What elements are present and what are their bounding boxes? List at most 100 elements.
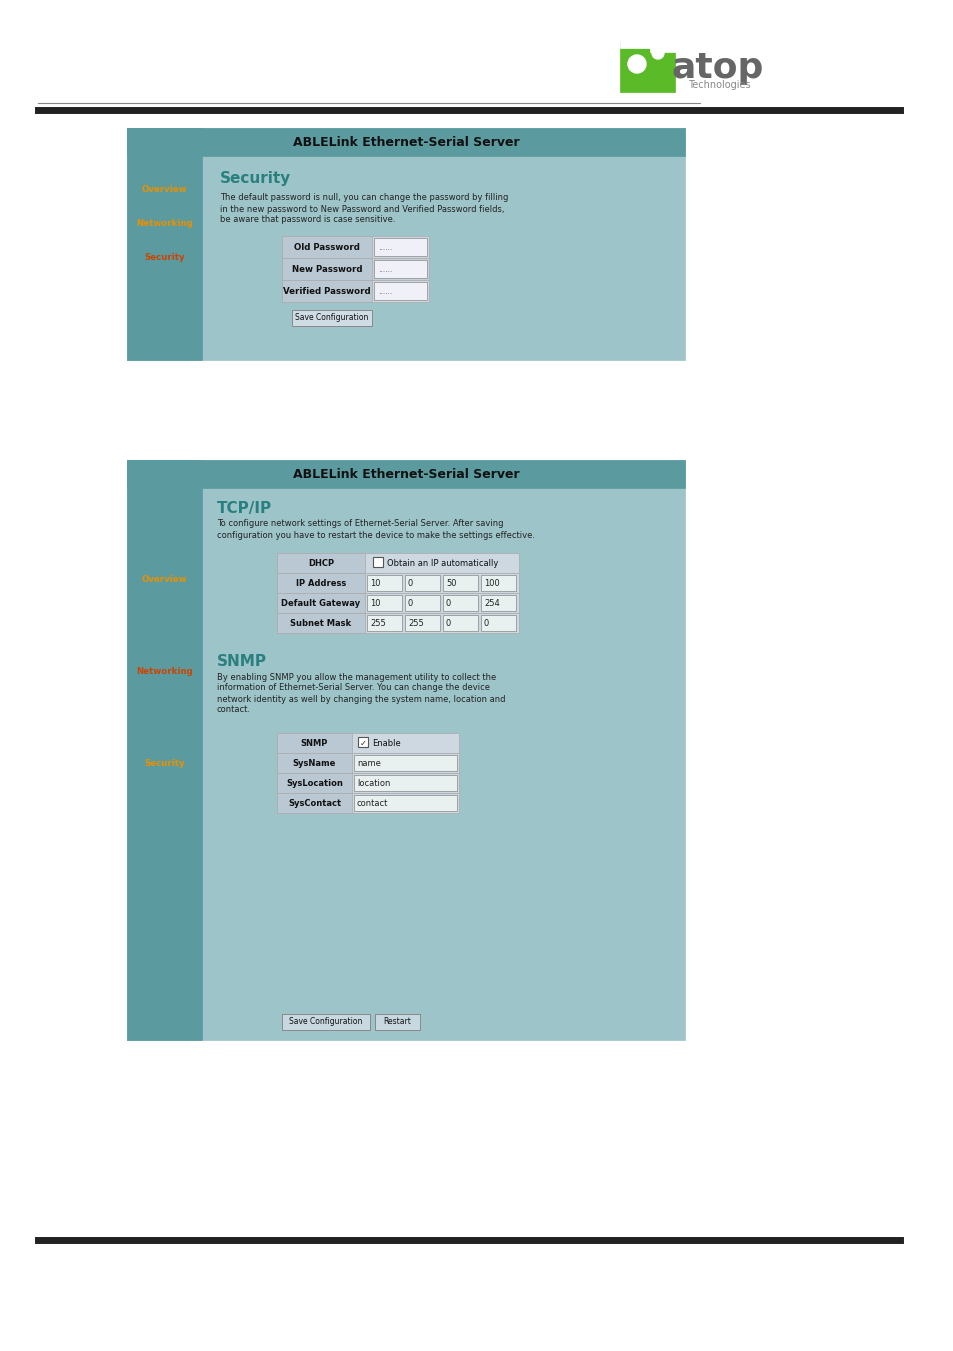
Text: Save Configuration: Save Configuration [289, 1017, 362, 1027]
Text: COM1: COM1 [151, 288, 178, 296]
Bar [367, 615, 401, 631]
Bar [354, 775, 456, 790]
Text: configuration you have to restart the device to make the settings effective.: configuration you have to restart the de… [216, 531, 535, 539]
Bar [276, 573, 518, 593]
Bar [282, 258, 429, 280]
Text: Default Gateway: Default Gateway [281, 598, 360, 608]
Bar [282, 280, 372, 303]
Text: SNMP: SNMP [300, 739, 328, 747]
Text: 255: 255 [408, 619, 423, 627]
Bar [276, 593, 365, 613]
Bar [127, 459, 684, 1040]
Bar [354, 755, 456, 771]
Text: TCP/IP: TCP/IP [216, 500, 272, 516]
Text: atop: atop [671, 51, 763, 85]
Bar [282, 236, 372, 258]
Text: Technologies: Technologies [687, 80, 750, 91]
Text: location: location [356, 778, 390, 788]
Bar [282, 258, 372, 280]
Text: network identity as well by changing the system name, location and: network identity as well by changing the… [216, 694, 505, 704]
Text: 100: 100 [483, 578, 499, 588]
Bar [354, 794, 456, 811]
Text: New Password: New Password [292, 265, 362, 273]
Bar [276, 753, 352, 773]
Text: 255: 255 [370, 619, 385, 627]
Text: 254: 254 [483, 598, 499, 608]
Text: The default password is null, you can change the password by filling: The default password is null, you can ch… [220, 193, 508, 203]
Text: ABLELink Ethernet-Serial Server: ABLELink Ethernet-Serial Server [293, 135, 518, 149]
Bar [276, 753, 458, 773]
Circle shape [627, 55, 645, 73]
Text: Old Password: Old Password [294, 242, 359, 251]
Text: information of Ethernet-Serial Server. You can change the device: information of Ethernet-Serial Server. Y… [216, 684, 490, 693]
Text: SysContact: SysContact [288, 798, 341, 808]
Text: SNMP: SNMP [216, 654, 267, 669]
Text: IP Address: IP Address [295, 578, 346, 588]
Bar [367, 576, 401, 590]
Bar [276, 734, 352, 753]
Bar [405, 615, 439, 631]
Text: be aware that password is case sensitive.: be aware that password is case sensitive… [220, 216, 395, 224]
Bar [282, 1015, 370, 1029]
Bar [373, 557, 382, 567]
Text: 0: 0 [446, 598, 451, 608]
Text: Security: Security [220, 170, 291, 185]
Text: 0: 0 [408, 598, 413, 608]
Text: Verified Password: Verified Password [283, 286, 371, 296]
Text: ✓: ✓ [359, 739, 367, 747]
Bar [276, 613, 518, 634]
Text: 0: 0 [446, 619, 451, 627]
Text: By enabling SNMP you allow the management utility to collect the: By enabling SNMP you allow the managemen… [216, 673, 496, 681]
Text: ......: ...... [377, 265, 392, 273]
Bar [480, 615, 516, 631]
Bar [649, 42, 676, 51]
Text: 0: 0 [408, 578, 413, 588]
Bar [276, 553, 365, 573]
Bar [276, 613, 365, 634]
Bar [276, 793, 352, 813]
Bar [480, 576, 516, 590]
Text: COM2: COM2 [151, 322, 178, 331]
Circle shape [651, 47, 663, 59]
Text: DHCP: DHCP [308, 558, 334, 567]
Text: Obtain an IP automatically: Obtain an IP automatically [387, 558, 497, 567]
Bar [442, 594, 477, 611]
Text: SysName: SysName [293, 758, 335, 767]
Bar [127, 128, 684, 155]
Bar [276, 793, 458, 813]
Bar [127, 128, 202, 359]
Bar [374, 259, 427, 278]
Bar [442, 576, 477, 590]
Text: 50: 50 [446, 578, 456, 588]
Bar [405, 576, 439, 590]
Bar [405, 594, 439, 611]
Bar [374, 238, 427, 255]
Bar [292, 309, 372, 326]
Bar [480, 594, 516, 611]
Bar [619, 42, 675, 92]
Bar [276, 773, 458, 793]
Bar [374, 282, 427, 300]
Text: Networking: Networking [136, 667, 193, 677]
Text: 10: 10 [370, 598, 380, 608]
Bar [276, 593, 518, 613]
Text: ......: ...... [377, 242, 392, 251]
Text: SysLocation: SysLocation [286, 778, 342, 788]
Bar [276, 734, 458, 753]
Text: Save Configuration: Save Configuration [295, 313, 368, 323]
Text: in the new password to New Password and Verified Password fields,: in the new password to New Password and … [220, 204, 504, 213]
Text: ......: ...... [377, 286, 392, 296]
Text: ABLELink Ethernet-Serial Server: ABLELink Ethernet-Serial Server [293, 467, 518, 481]
Text: Security: Security [144, 759, 185, 769]
Text: 0: 0 [483, 619, 489, 627]
Text: Overview: Overview [142, 185, 187, 195]
Text: COM2: COM2 [151, 943, 178, 952]
Text: Overview: Overview [142, 576, 187, 585]
Text: Networking: Networking [136, 219, 193, 228]
Bar [127, 459, 202, 1040]
Bar [367, 594, 401, 611]
Bar [619, 41, 675, 49]
Text: 10: 10 [370, 578, 380, 588]
Bar [276, 773, 352, 793]
Text: Subnet Mask: Subnet Mask [290, 619, 352, 627]
